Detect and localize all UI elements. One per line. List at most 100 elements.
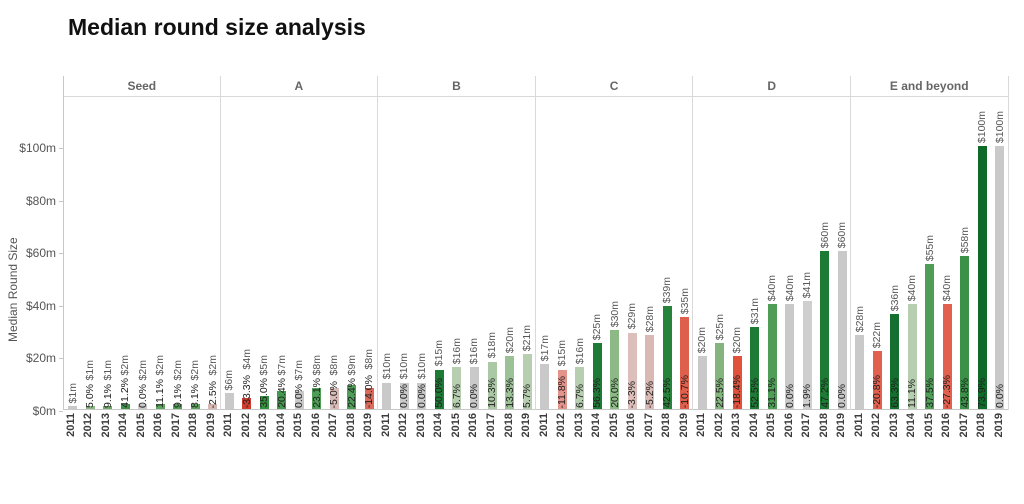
bar-c-2016 [627, 332, 637, 409]
year-tick-label: 2016 [467, 413, 480, 438]
value-label: $16m [468, 337, 481, 364]
pct-change-label: 11.1% [154, 379, 167, 408]
year-tick-label: 2015 [449, 413, 462, 438]
value-label: $2m [171, 360, 184, 381]
value-label: $4m [240, 348, 253, 370]
bar-d-2013 [732, 356, 742, 409]
bar-a-2016 [312, 387, 322, 409]
panel-box: Seed $1m 5.0% $1m 9.1% $1m 41.2% $2m 0.0% $2m 11.1… [63, 76, 221, 410]
value-label: $40m [906, 274, 919, 301]
year-tick-label: 2019 [835, 413, 848, 438]
bar-seed-2016 [155, 403, 165, 409]
bar-b-2015 [452, 366, 462, 409]
year-tick-label: 2017 [957, 413, 970, 438]
bar-a-2013 [259, 395, 269, 409]
pct-change-label: -27.3% [941, 374, 954, 408]
year-tick-label: 2011 [379, 413, 392, 437]
year-tick-label: 2011 [64, 413, 77, 437]
value-label: $2m [119, 354, 132, 375]
y-tick-label: $100m [19, 141, 56, 155]
value-label: $60m [818, 221, 831, 249]
year-tick-label: 2019 [204, 413, 217, 438]
bar-e-and-beyond-2017 [960, 256, 970, 409]
bar-b-2014 [434, 369, 444, 409]
bar-c-2014 [592, 343, 602, 409]
bar-a-2014 [277, 390, 287, 409]
value-label: $28m [643, 306, 656, 333]
value-label: $9m [345, 354, 358, 375]
year-tick-label: 2019 [992, 413, 1005, 438]
year-tick-label: 2012 [397, 413, 410, 438]
bar-d-2018 [820, 251, 830, 409]
value-label: $1m [66, 382, 79, 404]
x-axis-years: 2011 2012 2013 2014 2015 2016 2017 2018 2019 [693, 410, 851, 460]
bar-b-2019 [522, 353, 532, 409]
y-tick-label: $60m [25, 246, 56, 261]
year-tick-label: 2013 [572, 413, 585, 438]
value-label: $36m [888, 285, 901, 312]
year-tick-label: 2015 [134, 413, 147, 438]
pct-change-label: 0.0% [293, 384, 306, 408]
pct-change-label: 6.7% [450, 384, 463, 408]
value-label: $10m [398, 353, 411, 380]
year-tick-label: 2017 [327, 413, 340, 438]
pct-change-label: 50.0% [433, 378, 446, 408]
y-tick-mark [59, 305, 63, 307]
bar-seed-2012 [85, 406, 95, 409]
panel-row: Seed $1m 5.0% $1m 9.1% $1m 41.2% $2m 0.0% $2m 11.1… [63, 76, 1009, 460]
pct-change-label: 11.1% [906, 379, 919, 408]
year-tick-label: 2012 [82, 413, 95, 438]
pct-change-label: 0.0% [783, 384, 796, 408]
bar-e-and-beyond-2018 [977, 146, 987, 409]
pct-change-label: 63.3% [888, 378, 901, 408]
year-tick-label: 2012 [239, 413, 252, 438]
pct-change-label: 5.0% [84, 384, 97, 408]
pct-change-label: 0.0% [836, 384, 849, 408]
value-label: $40m [766, 274, 779, 301]
value-label: $1m [101, 360, 114, 381]
year-tick-label: 2019 [520, 413, 533, 438]
value-label: $55m [923, 235, 936, 262]
value-label: $30m [608, 300, 621, 328]
bar-d-2019 [837, 251, 847, 409]
value-label: $10m [380, 353, 393, 380]
pct-change-label: 37.5% [923, 378, 936, 408]
pct-change-label: 22.4% [345, 378, 358, 408]
panel-b: B $10m 0.0% $10m 0.0% $10m 50.0% $15m 6.7% $16m 0.… [378, 76, 536, 460]
year-tick-label: 2014 [747, 413, 760, 438]
year-tick-label: 2012 [870, 413, 883, 438]
value-label: $7m [275, 354, 288, 375]
bar-seed-2019 [208, 403, 218, 409]
value-label: $39m [661, 277, 674, 304]
panel-seed: Seed $1m 5.0% $1m 9.1% $1m 41.2% $2m 0.0% $2m 11.1… [63, 76, 221, 460]
bar-e-and-beyond-2019 [995, 146, 1005, 409]
year-tick-label: 2014 [117, 413, 130, 438]
value-label: $17m [538, 335, 551, 362]
year-tick-label: 2013 [414, 413, 427, 438]
bar-e-and-beyond-2015 [925, 264, 935, 409]
year-tick-label: 2015 [765, 413, 778, 438]
year-tick-label: 2016 [625, 413, 638, 438]
value-label: $2m [189, 360, 202, 381]
bar-d-2014 [750, 327, 760, 409]
year-tick-label: 2017 [800, 413, 813, 438]
y-tick-label: $20m [25, 351, 56, 366]
year-tick-label: 2017 [485, 413, 497, 438]
bar-b-2017 [487, 361, 497, 409]
value-label: $5m [258, 354, 271, 375]
pct-change-label: 9.1% [101, 384, 114, 408]
year-tick-label: 2018 [502, 413, 515, 438]
panel-box: A $6m -33.3% $4m 35.0% $5m 20.4% $7m 0.0% $7m 23.1… [220, 76, 379, 410]
bar-seed-2013 [103, 406, 113, 409]
year-tick-label: 2012 [712, 413, 725, 438]
pct-change-label: 5.7% [521, 384, 534, 408]
year-tick-label: 2015 [607, 413, 620, 438]
pct-change-label: 0.0% [415, 384, 428, 408]
value-label: $8m [363, 348, 376, 370]
year-tick-label: 2014 [432, 413, 445, 438]
year-tick-label: 2011 [537, 413, 550, 437]
pct-change-label: 0.0% [468, 384, 481, 408]
year-tick-label: 2014 [274, 413, 287, 438]
value-label: $8m [310, 354, 323, 375]
